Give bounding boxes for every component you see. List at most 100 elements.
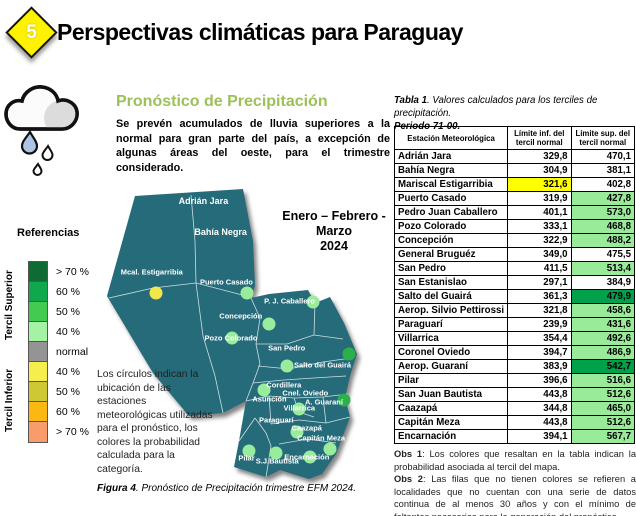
legend-label: > 70 % [56,426,89,438]
obs-2-label: Obs 2 [394,474,423,485]
station-label: San Pedro [268,343,306,353]
table-row: General Bruguéz 349,0 475,5 [393,247,636,262]
station-dot [269,446,283,460]
legend-title: Referencias [17,227,80,239]
limite-inf-cell: 443,8 [507,415,572,430]
station-label: A. Guaraní [305,397,343,407]
limite-sup-cell: 475,5 [570,247,636,262]
station-dot [306,295,319,309]
limite-inf-cell: 239,9 [507,317,572,332]
limite-inf-cell: 349,0 [507,247,572,262]
legend-swatch [28,420,48,443]
legend-item: 50 % [28,300,89,323]
figure-caption-text: . Pronóstico de Precipitación trimestre … [135,483,356,494]
table-title-text: . Valores calculados para los terciles d… [394,95,598,119]
section-number: 5 [26,21,37,43]
station-label: Capitán Meza [297,433,346,443]
legend-item: 60 % [28,400,89,423]
limite-inf-cell: 321,6 [507,177,572,192]
station-label: P. J. Caballero [264,296,315,306]
table-row: Caazapá 344,8 465,0 [393,401,636,416]
station-cell: General Bruguéz [393,247,509,262]
figure-caption-label: Figura 4 [97,483,136,494]
station-cell: Pilar [393,373,509,388]
table-row: Pedro Juan Caballero 401,1 573,0 [393,205,636,220]
limite-sup-cell: 516,6 [570,373,636,388]
station-label: Asunción [252,394,287,404]
limite-sup-cell: 465,0 [570,401,636,416]
limite-inf-cell: 354,4 [507,331,572,346]
map-note: Los círculos indican la ubicación de las… [97,369,213,475]
table-row: Mariscal Estigarribia 321,6 402,8 [393,177,636,192]
limite-sup-cell: 567,7 [570,429,636,444]
department-borders [108,194,352,478]
limite-sup-cell: 479,9 [570,289,636,304]
table-row: Pilar 396,6 516,6 [393,373,636,388]
limite-sup-cell: 384,9 [570,275,636,290]
legend-swatch [28,360,48,383]
legend-item: > 70 % [28,260,89,283]
station-label: Cordillera [266,380,302,390]
legend-swatch [28,340,48,363]
observations: Obs 1: Los colores que resaltan en la ta… [394,448,636,516]
station-label: Caazapá [291,423,322,433]
station-label: Adrián Jara [178,196,229,207]
legend-item: 40 % [28,320,89,343]
station-dot [323,442,337,456]
station-dot [225,331,239,345]
col-header-inf: Límite inf. del tercil normal [507,126,572,150]
legend-swatch [28,280,48,303]
station-cell: Pozo Colorado [393,219,509,234]
station-cell: Capitán Meza [393,415,509,430]
limite-sup-cell: 458,6 [570,303,636,318]
legend-label: 50 % [56,386,80,398]
limite-sup-cell: 573,0 [570,205,636,220]
legend-label: 40 % [56,366,80,378]
station-cell: Caazapá [393,401,509,416]
obs-2: Obs 2: Las filas que no tienen colores s… [394,473,636,516]
table-row: Capitán Meza 443,8 512,6 [393,415,636,430]
tercil-inferior-label: Tercil Inferior [4,368,15,432]
legend-swatch-list: > 70 % 60 % 50 % 40 % normal 40 % 50 % 60 % > 70… [28,260,89,443]
limite-sup-cell: 512,6 [570,387,636,402]
limite-inf-cell: 383,9 [507,359,572,374]
station-dot [149,286,163,300]
limite-inf-cell: 443,8 [507,387,572,402]
table-row: Puerto Casado 319,9 427,8 [393,191,636,206]
station-label: S.J.Bautista [255,456,299,466]
station-label: Mcal. Estigarribia [120,267,183,277]
table-row: Bahía Negra 304,9 381,1 [393,163,636,178]
table-row: San Juan Bautista 443,8 512,6 [393,387,636,402]
obs-1: Obs 1: Los colores que resaltan en la ta… [394,448,636,473]
rain-cloud-icon [4,84,88,191]
station-label: Bahía Negra [194,226,247,237]
table-row: San Pedro 411,5 513,4 [393,261,636,276]
station-cell: San Juan Bautista [393,387,509,402]
legend-label: > 70 % [56,266,89,278]
station-label: Concepción [219,311,263,321]
station-label: Villarrica [283,403,316,413]
legend-swatch [28,400,48,423]
legend-item: > 70 % [28,420,89,443]
limite-inf-cell: 322,9 [507,233,572,248]
forecast-period: Enero – Febrero - Marzo 2024 [276,209,392,254]
station-cell: San Pedro [393,261,509,276]
limite-inf-cell: 319,9 [507,191,572,206]
limite-inf-cell: 333,1 [507,219,572,234]
station-dot [303,450,317,464]
table-row: Encarnación 394,1 567,7 [393,429,636,444]
limite-sup-cell: 513,4 [570,261,636,276]
obs-2-text: : Las filas que no tienen colores se ref… [394,474,636,516]
legend-swatch [28,380,48,403]
limite-inf-cell: 396,6 [507,373,572,388]
legend-swatch [28,300,48,323]
legend-label: 50 % [56,306,80,318]
obs-1-label: Obs 1 [394,449,423,459]
legend-label: 60 % [56,406,80,418]
station-cell: Encarnación [393,429,509,444]
legend-item: normal [28,340,89,363]
station-cell: Adrián Jara [393,149,509,164]
limite-inf-cell: 321,8 [507,303,572,318]
table-row: Paraguarí 239,9 431,6 [393,317,636,332]
station-dot [240,286,253,300]
